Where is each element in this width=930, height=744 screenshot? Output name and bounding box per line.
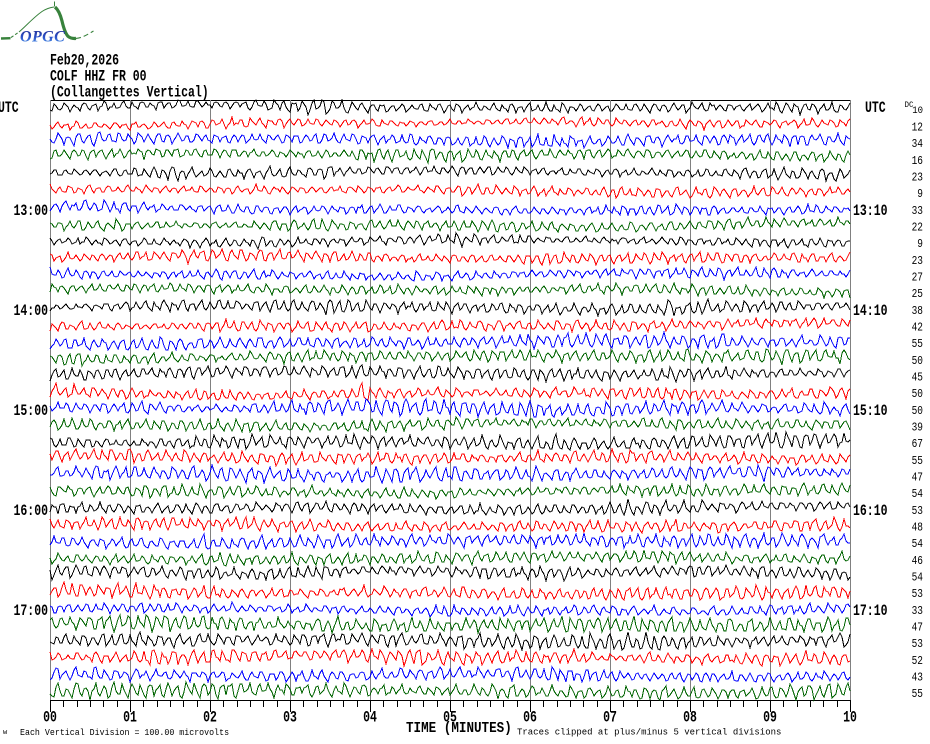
svg-text:17:10: 17:10 [853,604,887,621]
svg-text:Each Vertical Division = 100.: Each Vertical Division = 100.00 microvol… [20,728,229,738]
svg-text:OPGC: OPGC [20,29,65,46]
svg-text:07: 07 [603,710,617,727]
svg-text:DC: DC [905,101,914,110]
svg-text:46: 46 [912,555,923,568]
svg-text:08: 08 [683,710,697,727]
svg-text:TIME (MINUTES): TIME (MINUTES) [406,720,512,737]
svg-text:13:10: 13:10 [853,204,887,221]
svg-text:52: 52 [912,655,923,668]
svg-text:13:00: 13:00 [14,204,48,221]
svg-text:50: 50 [912,388,923,401]
svg-text:01: 01 [123,710,137,727]
svg-text:55: 55 [912,688,923,701]
svg-text:43: 43 [912,672,923,685]
svg-text:w: w [3,729,8,737]
svg-text:10: 10 [843,710,857,727]
svg-text:16:10: 16:10 [853,504,887,521]
svg-text:50: 50 [912,405,923,418]
svg-text:55: 55 [912,455,923,468]
svg-text:(Collangettes Vertical): (Collangettes Vertical) [50,85,209,102]
svg-text:UTC: UTC [865,101,886,118]
svg-text:02: 02 [203,710,217,727]
svg-text:54: 54 [912,572,923,585]
svg-text:09: 09 [763,710,777,727]
svg-text:54: 54 [912,488,923,501]
svg-text:14:00: 14:00 [14,304,48,321]
svg-text:16: 16 [912,155,923,168]
svg-text:50: 50 [912,355,923,368]
svg-text:COLF HHZ FR 00: COLF HHZ FR 00 [50,69,147,86]
svg-text:53: 53 [912,505,923,518]
svg-text:00: 00 [43,710,57,727]
svg-text:47: 47 [912,472,923,485]
svg-text:9: 9 [917,238,923,251]
svg-text:55: 55 [912,338,923,351]
svg-text:48: 48 [912,522,923,535]
svg-text:45: 45 [912,372,923,385]
svg-text:23: 23 [912,255,923,268]
svg-text:54: 54 [912,538,923,551]
svg-text:34: 34 [912,138,923,151]
svg-text:47: 47 [912,622,923,635]
svg-text:Traces clipped at plus/minus 5: Traces clipped at plus/minus 5 vertical … [517,726,781,737]
svg-text:27: 27 [912,272,923,285]
svg-text:53: 53 [912,638,923,651]
svg-text:15:10: 15:10 [853,404,887,421]
svg-text:15:00: 15:00 [14,404,48,421]
svg-text:12: 12 [912,122,923,135]
svg-text:17:00: 17:00 [14,604,48,621]
svg-text:Feb20,2026: Feb20,2026 [50,53,119,70]
svg-text:39: 39 [912,422,923,435]
svg-text:33: 33 [912,605,923,618]
svg-text:23: 23 [912,172,923,185]
svg-text:33: 33 [912,205,923,218]
svg-text:9: 9 [917,188,923,201]
svg-text:06: 06 [523,710,537,727]
svg-text:04: 04 [363,710,377,727]
svg-text:53: 53 [912,588,923,601]
svg-text:25: 25 [912,288,923,301]
svg-text:42: 42 [912,322,923,335]
svg-text:03: 03 [283,710,297,727]
svg-text:38: 38 [912,305,923,318]
svg-text:67: 67 [912,438,923,451]
svg-text:22: 22 [912,222,923,235]
svg-text:UTC: UTC [0,101,19,118]
svg-text:14:10: 14:10 [853,304,887,321]
svg-text:10: 10 [912,104,923,116]
svg-text:16:00: 16:00 [14,504,48,521]
svg-text:05: 05 [443,710,457,727]
